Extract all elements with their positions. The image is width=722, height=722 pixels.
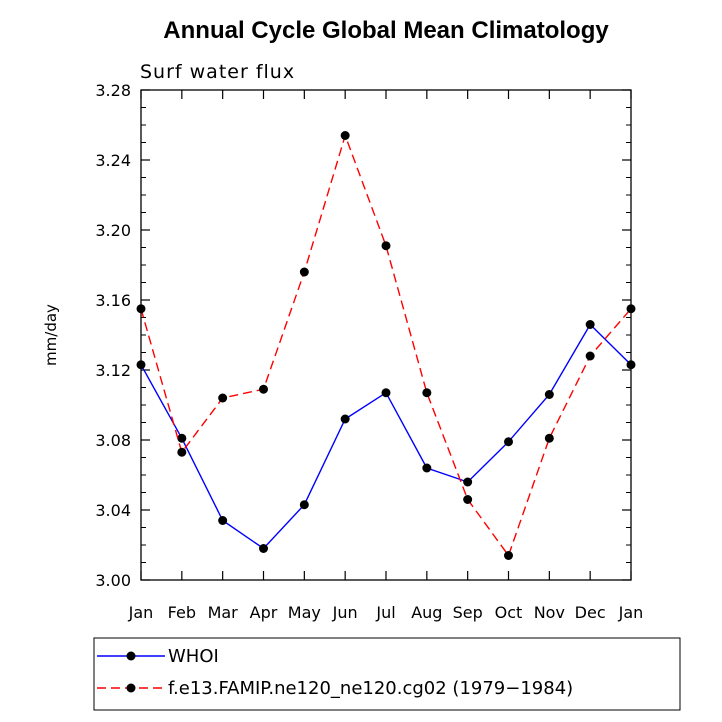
y-tick-label: 3.04 xyxy=(95,501,131,520)
y-tick-label: 3.00 xyxy=(95,571,131,590)
legend-marker-1 xyxy=(126,651,136,661)
series-1-point xyxy=(422,463,432,473)
series-1-point xyxy=(544,390,554,399)
series-1-point xyxy=(259,544,268,553)
plot-frame xyxy=(140,89,632,581)
series-1-point xyxy=(626,360,636,370)
x-tick-label: Aug xyxy=(411,603,442,622)
plot-grid: 3.00 3.04 3.08 3.12 3.16 3.20 3.24 3.28 Jan Feb Ma… xyxy=(95,81,643,622)
x-tick-label: Jan xyxy=(128,603,154,622)
y-axis-label: mm/day xyxy=(42,304,60,366)
x-tick-label: Mar xyxy=(208,603,239,622)
chart-subtitle: Surf water flux xyxy=(140,61,295,83)
x-tick-label: Jun xyxy=(332,603,358,622)
series-2-point xyxy=(463,495,473,504)
series-line-2 xyxy=(140,133,632,557)
y-tick-label: 3.28 xyxy=(95,81,131,100)
legend-label-2: f.e13.FAMIP.ne120_ne120.cg02 (1979−1984) xyxy=(168,678,573,699)
series-2-point xyxy=(585,351,595,361)
x-tick-label: Sep xyxy=(453,603,483,622)
series-1-point xyxy=(218,516,228,525)
x-tick-label: Jul xyxy=(375,603,395,622)
series-2-point xyxy=(544,433,554,443)
legend: WHOI f.e13.FAMIP.ne120_ne120.cg02 (1979−1… xyxy=(93,637,681,711)
series-1-point xyxy=(136,360,146,370)
series-2-point xyxy=(422,388,432,398)
y-tick-label: 3.20 xyxy=(95,221,131,240)
series-layer xyxy=(136,131,636,560)
series-1-point xyxy=(299,500,309,510)
series-2-point xyxy=(626,304,636,314)
y-tick-label: 3.24 xyxy=(95,151,131,170)
legend-marker-2 xyxy=(126,683,136,693)
legend-label-1: WHOI xyxy=(168,646,219,667)
chart-title: Annual Cycle Global Mean Climatology xyxy=(163,17,609,44)
series-line-1 xyxy=(140,323,632,550)
series-2-point xyxy=(136,304,146,314)
x-tick-label: Jan xyxy=(618,603,644,622)
series-1-point xyxy=(463,477,473,487)
series-1-point xyxy=(585,320,595,329)
series-2-point xyxy=(504,551,513,560)
series-2-point xyxy=(259,384,268,394)
y-tick-label: 3.08 xyxy=(95,431,131,450)
series-2-point xyxy=(218,393,228,403)
y-tick-label: 3.16 xyxy=(95,291,131,310)
series-1-point xyxy=(504,437,513,447)
x-tick-label: Nov xyxy=(534,603,565,622)
series-2-point xyxy=(340,131,350,140)
x-tick-label: Oct xyxy=(495,603,523,622)
x-tick-label: Feb xyxy=(168,603,196,622)
legend-frame xyxy=(93,637,681,711)
series-1-point xyxy=(177,433,187,443)
x-tick-label: Dec xyxy=(575,603,606,622)
y-tick-label: 3.12 xyxy=(95,361,131,380)
x-tick-label: Apr xyxy=(250,603,278,622)
series-2-point xyxy=(299,267,309,277)
series-2-point xyxy=(177,447,187,457)
series-2-point xyxy=(381,241,391,251)
series-1-point xyxy=(381,388,391,398)
x-tick-label: May xyxy=(288,603,321,622)
series-1-point xyxy=(340,414,350,424)
